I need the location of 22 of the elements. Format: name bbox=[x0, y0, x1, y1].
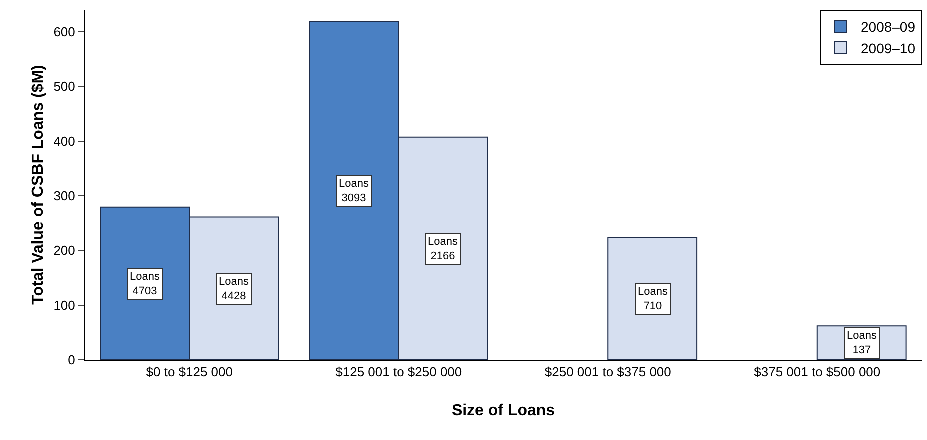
legend-label: 2009–10 bbox=[861, 40, 916, 56]
y-tick-label: 300 bbox=[54, 188, 76, 204]
x-axis-title: Size of Loans bbox=[452, 402, 556, 420]
y-axis-title: Total Value of CSBF Loans ($M) bbox=[30, 65, 47, 305]
data-label: Loans 4428 bbox=[219, 276, 250, 302]
x-tick-label: $250 001 to $375 000 bbox=[544, 364, 672, 380]
legend-label: 2008–09 bbox=[861, 19, 916, 36]
x-tick-label: $0 to $125 000 bbox=[146, 364, 234, 380]
data-label: Loans 137 bbox=[847, 330, 878, 356]
y-tick-label: 400 bbox=[54, 134, 76, 149]
data-label: Loans 4703 bbox=[130, 271, 160, 298]
data-label: Loans 2166 bbox=[428, 236, 458, 262]
y-tick-label: 200 bbox=[54, 243, 76, 258]
y-tick-label: 500 bbox=[54, 79, 76, 94]
y-tick-label: 0 bbox=[68, 352, 76, 368]
y-tick-label: 600 bbox=[54, 24, 76, 40]
x-tick-label: $375 001 to $500 000 bbox=[754, 364, 881, 380]
bar bbox=[608, 238, 698, 360]
x-tick-label: $125 001 to $250 000 bbox=[336, 364, 462, 380]
data-label: Loans 3093 bbox=[339, 178, 370, 204]
data-label: Loans 710 bbox=[638, 286, 668, 312]
y-tick-label: 100 bbox=[54, 298, 76, 313]
